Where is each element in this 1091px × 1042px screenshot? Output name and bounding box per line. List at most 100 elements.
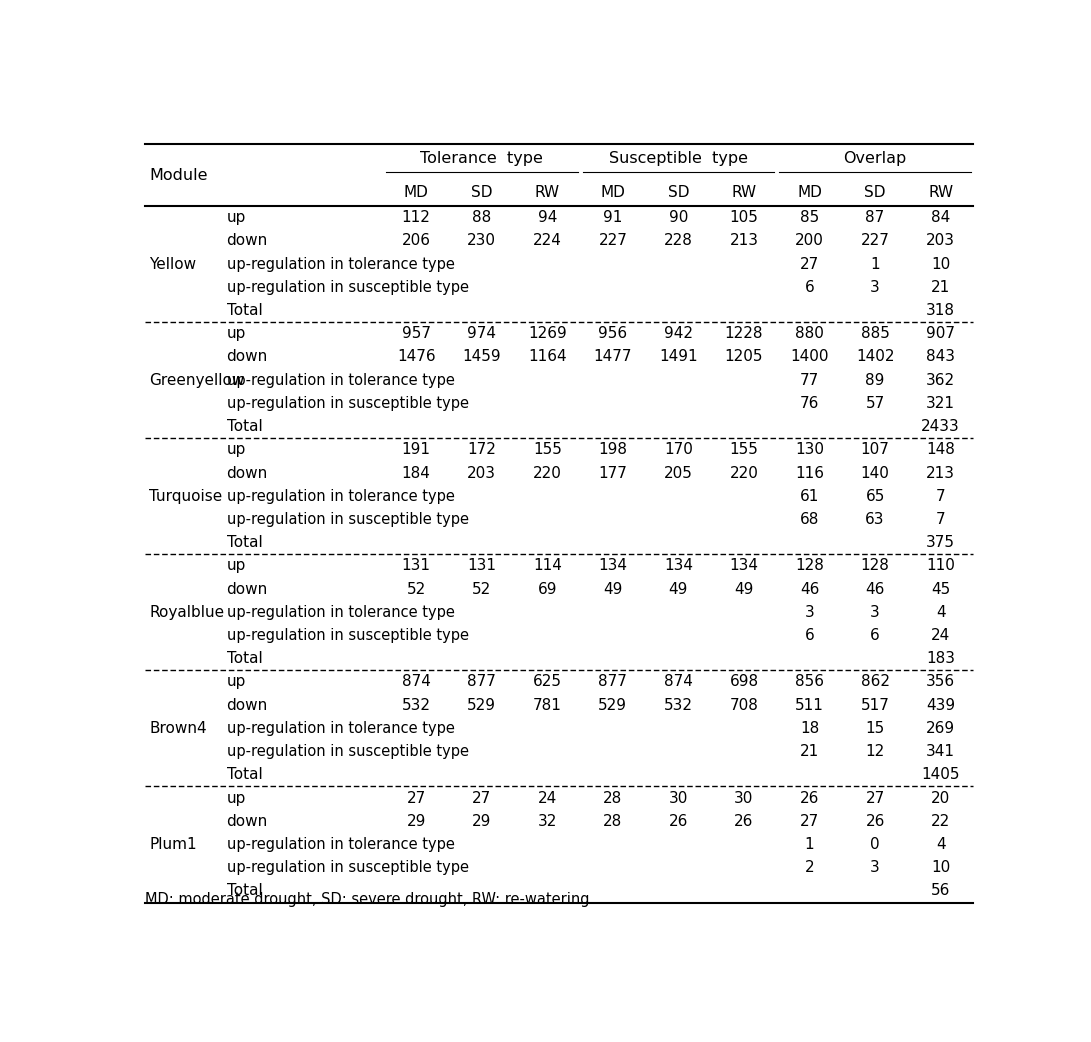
Text: 22: 22 xyxy=(931,814,950,828)
Text: 942: 942 xyxy=(664,326,693,342)
Text: 134: 134 xyxy=(664,559,693,573)
Text: 46: 46 xyxy=(800,581,819,597)
Text: 89: 89 xyxy=(865,373,885,388)
Text: 128: 128 xyxy=(795,559,824,573)
Text: 56: 56 xyxy=(931,884,950,898)
Text: 69: 69 xyxy=(538,581,558,597)
Text: 68: 68 xyxy=(800,512,819,527)
Text: 27: 27 xyxy=(472,791,491,805)
Text: RW: RW xyxy=(535,184,560,200)
Text: 10: 10 xyxy=(931,861,950,875)
Text: 1459: 1459 xyxy=(463,349,501,365)
Text: 130: 130 xyxy=(795,442,824,457)
Text: 110: 110 xyxy=(926,559,955,573)
Text: RW: RW xyxy=(928,184,954,200)
Text: 529: 529 xyxy=(598,698,627,713)
Text: 131: 131 xyxy=(467,559,496,573)
Text: 1269: 1269 xyxy=(528,326,566,342)
Text: Total: Total xyxy=(227,884,262,898)
Text: 49: 49 xyxy=(669,581,688,597)
Text: up: up xyxy=(227,559,245,573)
Text: 114: 114 xyxy=(532,559,562,573)
Text: 134: 134 xyxy=(598,559,627,573)
Text: 224: 224 xyxy=(532,233,562,248)
Text: 21: 21 xyxy=(800,744,819,760)
Text: 128: 128 xyxy=(861,559,889,573)
Text: up-regulation in tolerance type: up-regulation in tolerance type xyxy=(227,721,455,736)
Text: Module: Module xyxy=(149,168,207,182)
Text: 29: 29 xyxy=(472,814,491,828)
Text: 1405: 1405 xyxy=(922,767,960,783)
Text: 213: 213 xyxy=(926,466,955,480)
Text: 529: 529 xyxy=(467,698,496,713)
Text: 15: 15 xyxy=(865,721,885,736)
Text: 1491: 1491 xyxy=(659,349,698,365)
Text: 26: 26 xyxy=(734,814,754,828)
Text: Total: Total xyxy=(227,536,262,550)
Text: up: up xyxy=(227,442,245,457)
Text: 439: 439 xyxy=(926,698,956,713)
Text: 880: 880 xyxy=(795,326,824,342)
Text: up-regulation in tolerance type: up-regulation in tolerance type xyxy=(227,837,455,852)
Text: down: down xyxy=(227,581,267,597)
Text: 63: 63 xyxy=(865,512,885,527)
Text: up-regulation in susceptible type: up-regulation in susceptible type xyxy=(227,512,469,527)
Text: 203: 203 xyxy=(467,466,496,480)
Text: 57: 57 xyxy=(865,396,885,411)
Text: up: up xyxy=(227,326,245,342)
Text: 85: 85 xyxy=(800,210,819,225)
Text: 213: 213 xyxy=(730,233,758,248)
Text: up-regulation in susceptible type: up-regulation in susceptible type xyxy=(227,396,469,411)
Text: 862: 862 xyxy=(861,674,889,690)
Text: 205: 205 xyxy=(664,466,693,480)
Text: 28: 28 xyxy=(603,791,623,805)
Text: 27: 27 xyxy=(800,256,819,272)
Text: 107: 107 xyxy=(861,442,889,457)
Text: RW: RW xyxy=(731,184,756,200)
Text: 885: 885 xyxy=(861,326,889,342)
Text: 12: 12 xyxy=(865,744,885,760)
Text: Susceptible  type: Susceptible type xyxy=(609,151,748,167)
Text: 907: 907 xyxy=(926,326,955,342)
Text: down: down xyxy=(227,233,267,248)
Text: down: down xyxy=(227,466,267,480)
Text: 140: 140 xyxy=(861,466,889,480)
Text: 1164: 1164 xyxy=(528,349,566,365)
Text: 1402: 1402 xyxy=(855,349,895,365)
Text: 532: 532 xyxy=(401,698,431,713)
Text: 27: 27 xyxy=(800,814,819,828)
Text: 3: 3 xyxy=(871,861,880,875)
Text: 134: 134 xyxy=(730,559,758,573)
Text: SD: SD xyxy=(668,184,690,200)
Text: 112: 112 xyxy=(401,210,431,225)
Text: 94: 94 xyxy=(538,210,558,225)
Text: 1205: 1205 xyxy=(724,349,764,365)
Text: 877: 877 xyxy=(599,674,627,690)
Text: up-regulation in tolerance type: up-regulation in tolerance type xyxy=(227,256,455,272)
Text: 708: 708 xyxy=(730,698,758,713)
Text: 24: 24 xyxy=(931,628,950,643)
Text: 3: 3 xyxy=(871,604,880,620)
Text: 91: 91 xyxy=(603,210,623,225)
Text: 10: 10 xyxy=(931,256,950,272)
Text: Tolerance  type: Tolerance type xyxy=(420,151,543,167)
Text: 532: 532 xyxy=(664,698,693,713)
Text: 2433: 2433 xyxy=(921,419,960,435)
Text: Royalblue: Royalblue xyxy=(149,604,224,620)
Text: 27: 27 xyxy=(865,791,885,805)
Text: 2: 2 xyxy=(805,861,814,875)
Text: up-regulation in susceptible type: up-regulation in susceptible type xyxy=(227,280,469,295)
Text: 874: 874 xyxy=(401,674,431,690)
Text: MD: moderate drought, SD: severe drought, RW: re-watering: MD: moderate drought, SD: severe drought… xyxy=(145,892,589,908)
Text: 77: 77 xyxy=(800,373,819,388)
Text: up: up xyxy=(227,210,245,225)
Text: Total: Total xyxy=(227,303,262,318)
Text: 49: 49 xyxy=(603,581,623,597)
Text: 843: 843 xyxy=(926,349,955,365)
Text: 1: 1 xyxy=(805,837,814,852)
Text: 6: 6 xyxy=(805,280,814,295)
Text: Greenyellow: Greenyellow xyxy=(149,373,244,388)
Text: 698: 698 xyxy=(730,674,758,690)
Text: up: up xyxy=(227,674,245,690)
Text: 49: 49 xyxy=(734,581,754,597)
